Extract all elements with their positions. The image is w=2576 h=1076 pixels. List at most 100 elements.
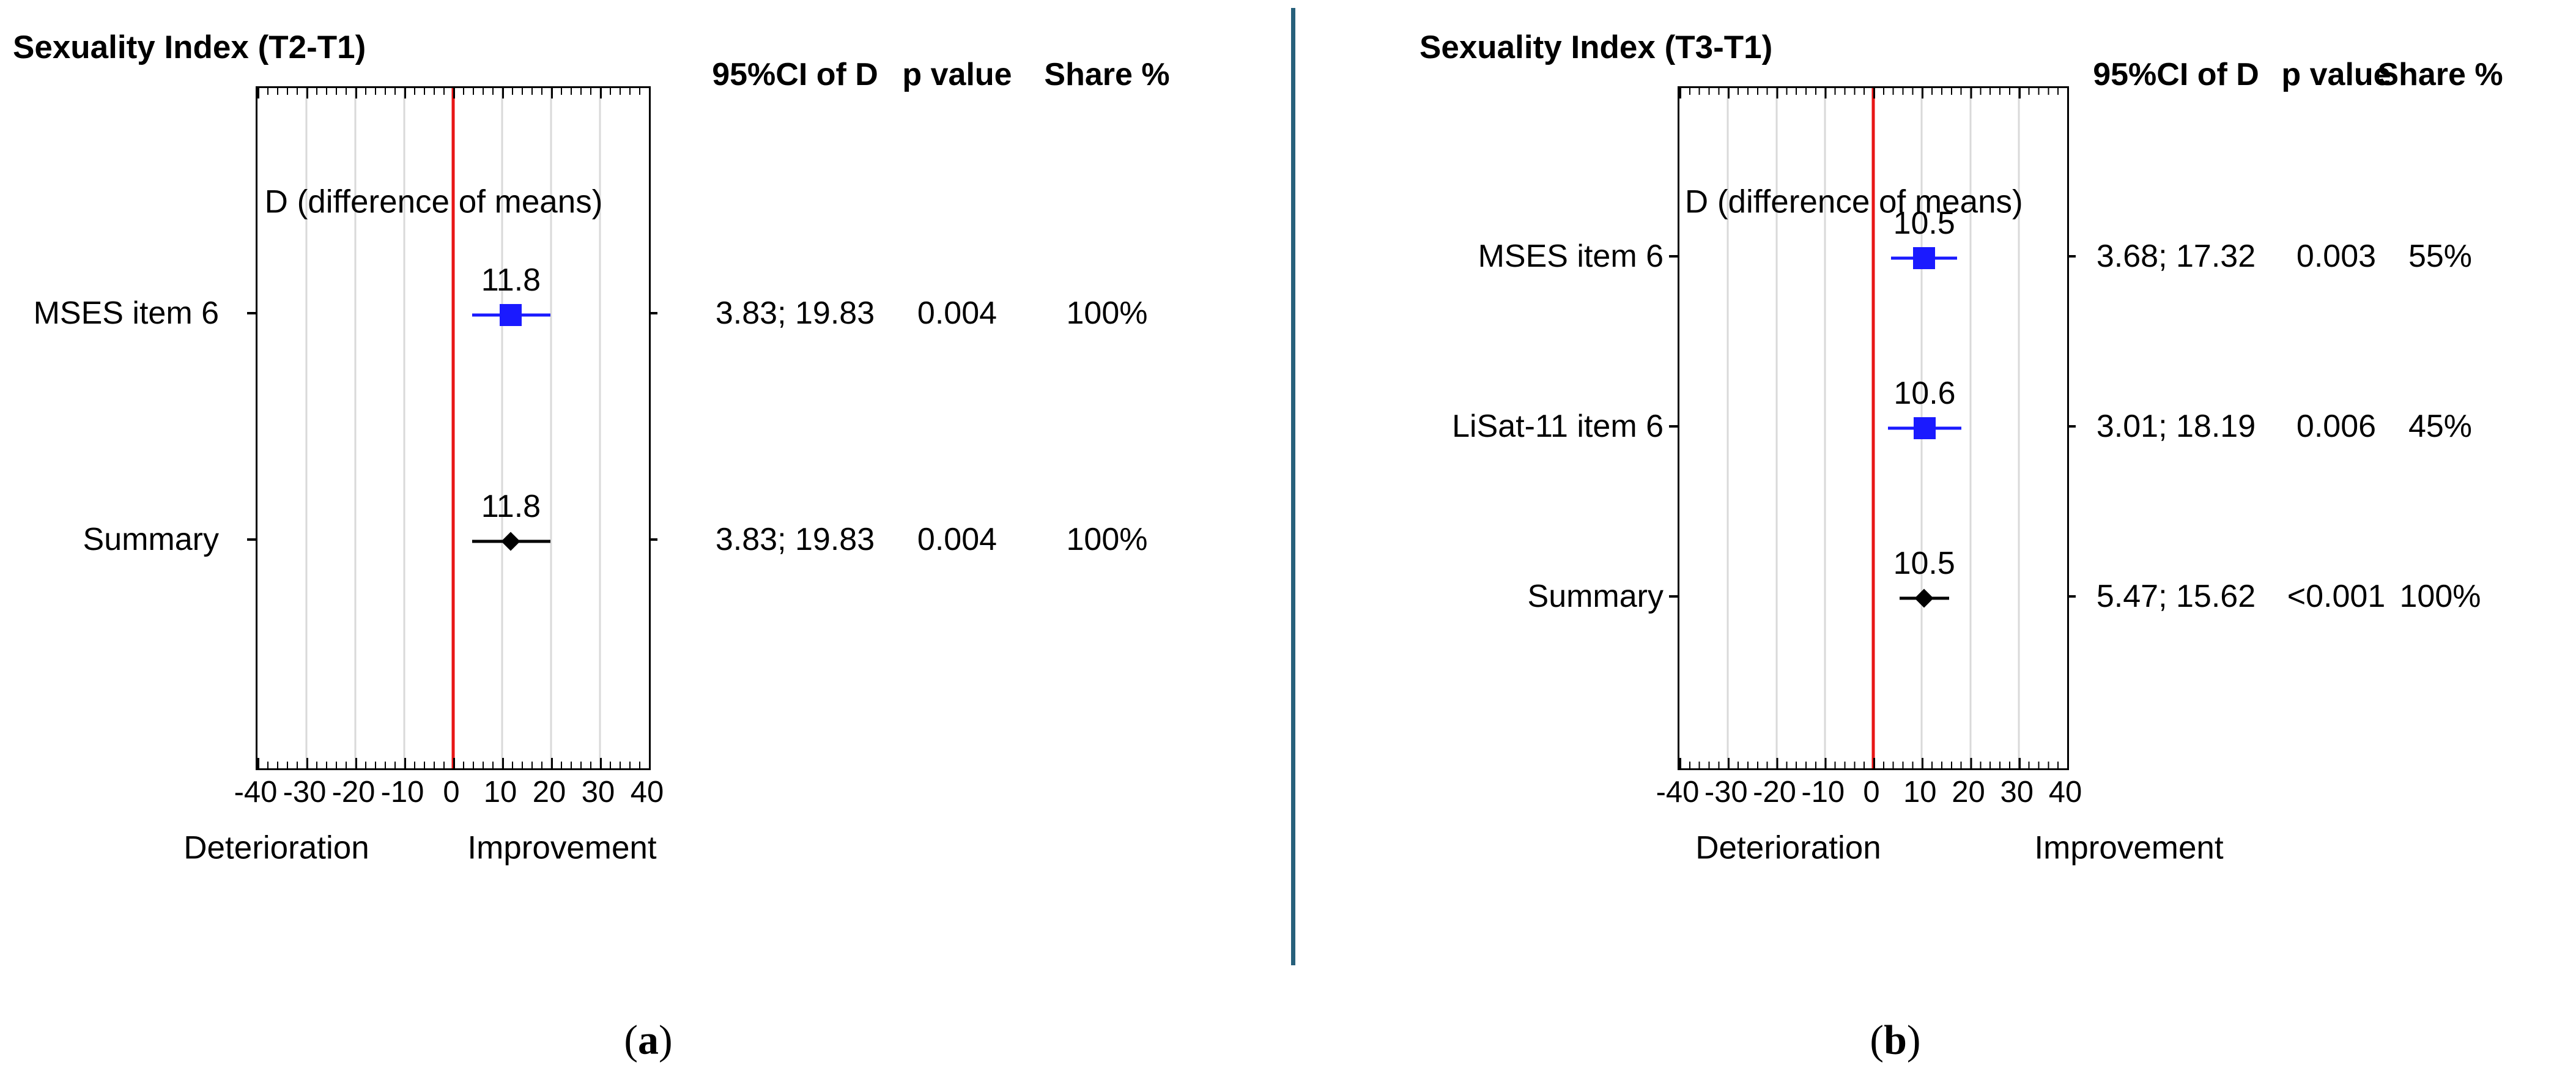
row-axis-tick-left	[1669, 595, 1678, 598]
caption-a-letter: a	[638, 1016, 659, 1063]
gridline	[403, 88, 405, 768]
p-value-cell: 0.003	[2296, 239, 2377, 274]
x-tick-label: 40	[2048, 776, 2082, 809]
row-axis-tick-right	[2067, 255, 2076, 258]
panel-divider-line	[1291, 8, 1295, 965]
x-tick-label: -10	[1801, 776, 1845, 809]
panel-a-deterioration-label: Deterioration	[183, 829, 369, 866]
x-tick-label: 30	[2000, 776, 2034, 809]
gridline	[599, 88, 601, 768]
caption-a-open-paren: (	[624, 1016, 638, 1063]
row-axis-tick-right	[649, 311, 657, 314]
row-axis-tick-right	[2067, 595, 2076, 598]
panel-a-column-header-pvalue: p value	[902, 57, 1012, 92]
x-tick-label: 30	[581, 776, 615, 809]
caption-b-close-paren: )	[1906, 1016, 1921, 1063]
x-tick-label: 10	[483, 776, 517, 809]
row-label: Summary	[83, 522, 219, 558]
x-tick-label: -30	[1704, 776, 1748, 809]
gridline	[305, 88, 308, 768]
panel-b-plot-area: D (difference of means) 10.5 10.6 10.5	[1678, 86, 2069, 770]
panel-a-title: Sexuality Index (T2-T1)	[13, 29, 366, 65]
share-percent-cell: 45%	[2408, 409, 2473, 444]
x-tick-label: -10	[380, 776, 424, 809]
panel-b-inner-axis-label: D (difference of means)	[1684, 184, 2023, 220]
gridline	[1775, 88, 1777, 768]
gridline	[2018, 88, 2020, 768]
effect-marker-square	[1914, 417, 1936, 439]
row-axis-tick-left	[1669, 425, 1678, 428]
panel-a-plot-area: D (difference of means) 11.8 11.8	[256, 86, 651, 770]
panel-a-inner-axis-label: D (difference of means)	[264, 184, 603, 220]
share-percent-cell: 55%	[2408, 239, 2473, 274]
p-value-cell: 0.004	[917, 295, 997, 331]
summary-marker-diamond	[501, 532, 520, 551]
gridline	[354, 88, 357, 768]
panel-a-caption: (a)	[624, 1016, 672, 1064]
p-value-cell: <0.001	[2287, 579, 2386, 614]
row-axis-tick-left	[1669, 255, 1678, 258]
x-tick-label: -40	[1656, 776, 1700, 809]
zero-reference-line	[1871, 88, 1875, 768]
panel-b-title: Sexuality Index (T3-T1)	[1419, 29, 1773, 65]
share-percent-cell: 100%	[2399, 579, 2481, 614]
x-tick-label: -30	[283, 776, 327, 809]
effect-value-label: 11.8	[481, 489, 541, 525]
panel-b-improvement-label: Improvement	[2034, 829, 2224, 866]
row-axis-tick-right	[649, 538, 657, 541]
x-tick-label: -40	[234, 776, 278, 809]
p-value-cell: 0.006	[2296, 409, 2377, 444]
row-label: MSES item 6	[33, 295, 219, 331]
effect-value-label: 10.5	[1893, 206, 1955, 241]
x-tick-label: 0	[1863, 776, 1880, 809]
panel-b-column-header-pvalue: p value	[2281, 57, 2391, 92]
panel-a-improvement-label: Improvement	[467, 829, 657, 866]
x-tick-label: 10	[1903, 776, 1937, 809]
caption-b-letter: b	[1884, 1016, 1907, 1063]
panel-b-caption: (b)	[1870, 1016, 1920, 1064]
effect-marker-square	[1913, 247, 1936, 269]
x-tick-label: -20	[1753, 776, 1796, 809]
effect-value-label: 10.6	[1893, 376, 1956, 411]
x-tick-label: 20	[1952, 776, 1985, 809]
panel-a-column-header-ci: 95%CI of D	[712, 57, 878, 92]
gridline	[501, 88, 503, 768]
ci-text-cell: 3.83; 19.83	[715, 522, 875, 558]
summary-marker-diamond	[1914, 588, 1934, 608]
row-label: Summary	[1527, 579, 1664, 614]
share-percent-cell: 100%	[1066, 522, 1148, 558]
ci-text-cell: 3.83; 19.83	[715, 295, 875, 331]
axis-minor-ticks-top	[1679, 88, 2067, 95]
ci-text-cell: 3.68; 17.32	[2096, 239, 2256, 274]
panel-a-column-header-share: Share %	[1044, 57, 1170, 92]
row-axis-tick-left	[247, 311, 256, 314]
effect-value-label: 10.5	[1893, 546, 1955, 581]
zero-reference-line	[451, 88, 455, 768]
row-label: MSES item 6	[1478, 239, 1664, 274]
effect-value-label: 11.8	[481, 262, 541, 298]
row-axis-tick-right	[2067, 425, 2076, 428]
gridline	[1824, 88, 1826, 768]
row-axis-tick-left	[247, 538, 256, 541]
caption-b-open-paren: (	[1870, 1016, 1884, 1063]
gridline	[550, 88, 552, 768]
panel-b-deterioration-label: Deterioration	[1695, 829, 1881, 866]
row-label: LiSat-11 item 6	[1452, 409, 1664, 444]
panel-b-column-header-ci: 95%CI of D	[2093, 57, 2259, 92]
caption-a-close-paren: )	[659, 1016, 673, 1063]
axis-minor-ticks-bottom	[1679, 762, 2067, 768]
gridline	[1969, 88, 1971, 768]
x-tick-label: 0	[443, 776, 460, 809]
effect-marker-square	[500, 303, 522, 326]
panel-b-column-header-share: Share %	[2377, 57, 2503, 92]
ci-text-cell: 5.47; 15.62	[2096, 579, 2256, 614]
x-tick-label: -20	[331, 776, 376, 809]
x-tick-label: 20	[532, 776, 566, 809]
ci-text-cell: 3.01; 18.19	[2096, 409, 2256, 444]
gridline	[1727, 88, 1729, 768]
axis-minor-ticks-bottom	[257, 762, 649, 768]
share-percent-cell: 100%	[1066, 295, 1148, 331]
x-tick-label: 40	[630, 776, 664, 809]
p-value-cell: 0.004	[917, 522, 997, 558]
axis-minor-ticks-top	[257, 88, 649, 95]
